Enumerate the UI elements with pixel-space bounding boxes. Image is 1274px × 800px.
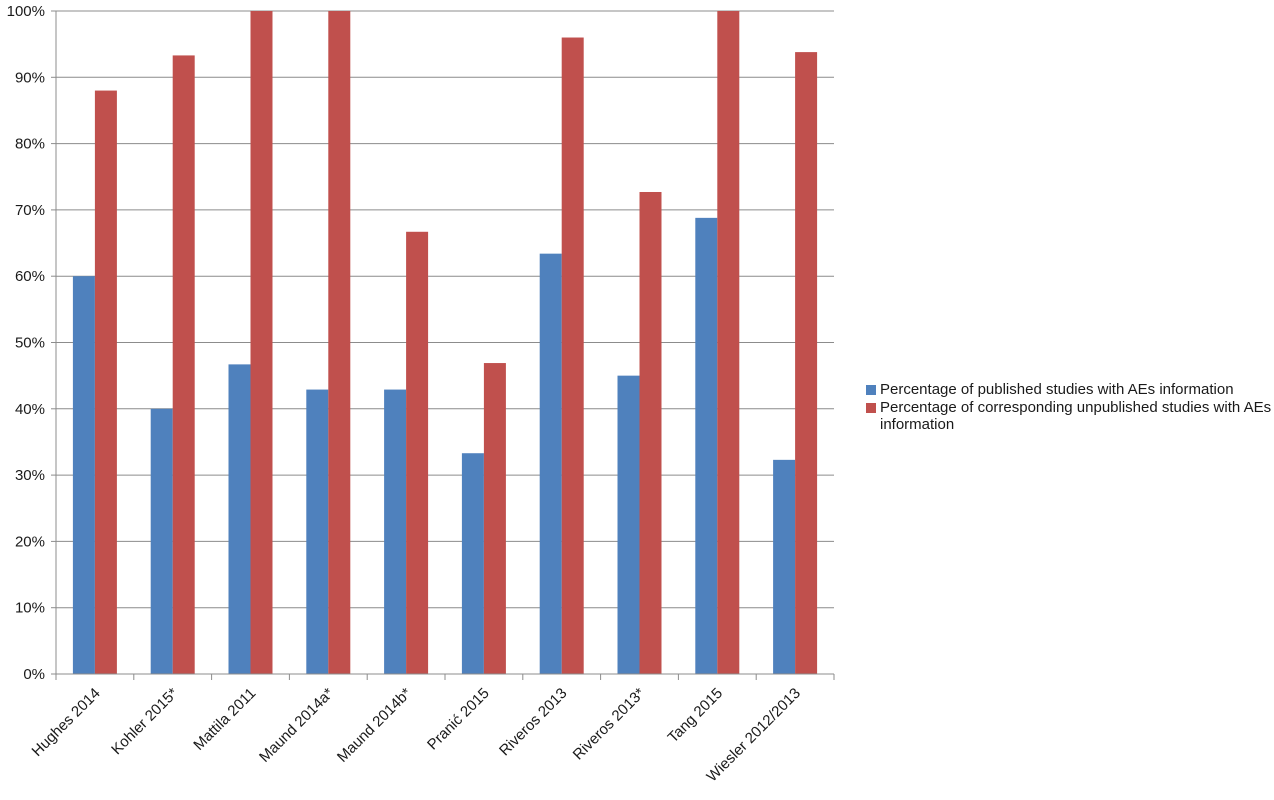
legend-swatch-published xyxy=(866,385,876,395)
bar-unpublished xyxy=(639,191,662,674)
y-tick-label: 20% xyxy=(15,533,45,550)
bar-unpublished xyxy=(483,363,506,674)
y-tick-label: 40% xyxy=(15,401,45,418)
bar-published xyxy=(384,389,407,674)
bar-published xyxy=(306,389,329,674)
bar-published xyxy=(228,364,251,674)
bar-published xyxy=(539,253,562,674)
bar-unpublished xyxy=(406,231,429,675)
bar-unpublished xyxy=(250,11,273,674)
y-tick-label: 80% xyxy=(15,136,45,153)
bar-published xyxy=(617,375,640,674)
bar-unpublished xyxy=(94,90,117,674)
bar-published xyxy=(72,276,95,674)
x-tick-label: Hughes 2014 xyxy=(29,685,104,760)
legend: Percentage of published studies with AEs… xyxy=(866,381,1274,434)
y-tick-label: 0% xyxy=(23,666,45,683)
x-tick-label: Pranić 2015 xyxy=(424,685,493,754)
x-axis-tick-labels: Hughes 2014 Kohler 2015* Mattila 2011Maund… xyxy=(29,685,804,786)
x-tick-label: Maund 2014b* xyxy=(334,685,415,766)
bar-unpublished xyxy=(795,52,818,674)
x-tick-label: Mattila 2011 xyxy=(190,685,259,754)
bar-published xyxy=(695,217,718,674)
y-tick-label: 100% xyxy=(7,3,45,20)
y-tick-label: 90% xyxy=(15,69,45,86)
y-tick-label: 10% xyxy=(15,600,45,617)
legend-item-published: Percentage of published studies with AEs… xyxy=(866,381,1274,398)
x-tick-label: Kohler 2015* xyxy=(108,685,181,758)
y-tick-label: 30% xyxy=(15,467,45,484)
bars xyxy=(72,11,818,675)
y-tick-label: 70% xyxy=(15,202,45,219)
y-tick-label: 50% xyxy=(15,335,45,352)
x-tick-label: Riveros 2013 xyxy=(496,685,571,760)
bar-published xyxy=(773,459,796,674)
legend-item-unpublished: Percentage of corresponding unpublished … xyxy=(866,399,1274,433)
bar-published xyxy=(461,453,484,674)
y-tick-label: 60% xyxy=(15,268,45,285)
bar-published xyxy=(150,408,173,674)
legend-label-published: Percentage of published studies with AEs… xyxy=(880,381,1234,398)
x-tick-label: Maund 2014a* xyxy=(256,685,337,766)
legend-swatch-unpublished xyxy=(866,403,876,413)
x-tick-label: Tang 2015 xyxy=(665,685,727,747)
bar-unpublished xyxy=(717,11,740,674)
axes xyxy=(55,11,835,680)
bar-unpublished xyxy=(561,37,584,674)
bar-unpublished xyxy=(172,55,195,674)
x-tick-label: Riveros 2013* xyxy=(570,685,649,764)
y-axis-tick-labels: 0% 10% 20% 30% 40% 50% 60% 70% 80% 90% 100% xyxy=(7,3,45,683)
legend-label-unpublished: Percentage of corresponding unpublished … xyxy=(880,399,1272,433)
bar-unpublished xyxy=(328,11,351,674)
